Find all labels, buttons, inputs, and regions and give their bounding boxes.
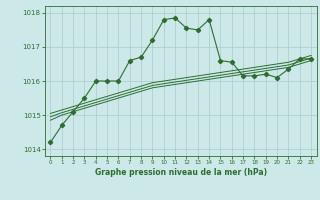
X-axis label: Graphe pression niveau de la mer (hPa): Graphe pression niveau de la mer (hPa) [95, 168, 267, 177]
